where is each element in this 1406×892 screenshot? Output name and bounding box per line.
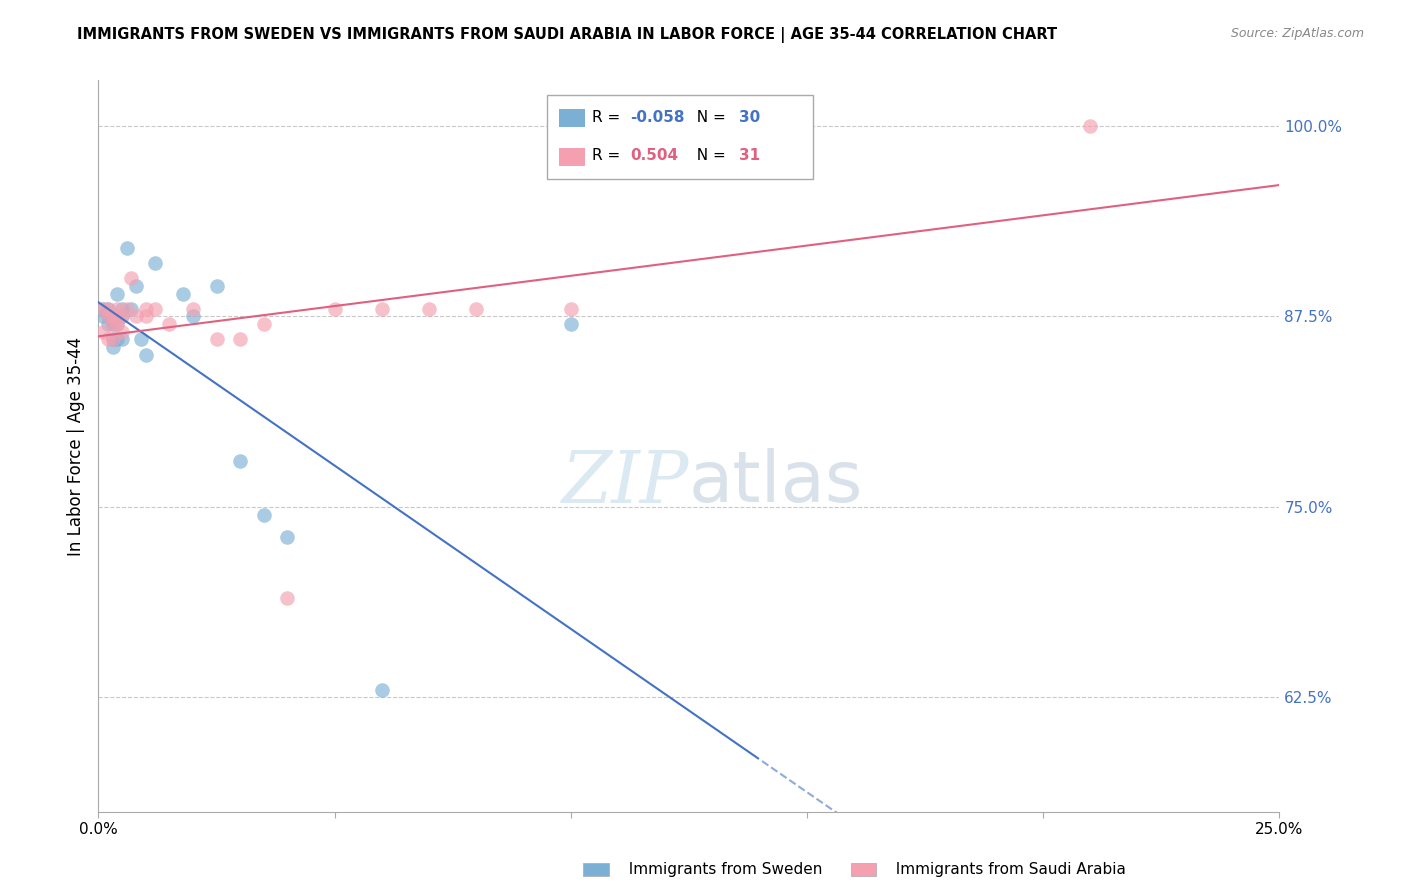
Point [205,279,228,293]
Bar [560,148,585,167]
Point [121,301,143,316]
Point [143,256,166,270]
Point [111,332,134,346]
Point [172,286,194,301]
Point [91,301,114,316]
Point [465,301,488,316]
Point [125,310,148,324]
Point [115,301,138,316]
Text: N =: N = [686,110,730,125]
Text: Immigrants from Saudi Arabia: Immigrants from Saudi Arabia [886,863,1126,877]
Point [111,301,134,316]
Point [101,332,124,346]
Point [371,301,394,316]
Point [125,279,148,293]
Point [97,310,120,324]
Y-axis label: In Labor Force | Age 35-44: In Labor Force | Age 35-44 [66,336,84,556]
Point [101,332,124,346]
Point [91,301,114,316]
Point [101,340,124,354]
Point [1080,119,1102,133]
Point [101,317,124,331]
Point [97,301,120,316]
Point [105,286,128,301]
Point [105,332,128,346]
Point [276,531,298,545]
Point [205,332,228,346]
Point [101,310,124,324]
Text: atlas: atlas [689,448,863,517]
Point [101,310,124,324]
Point [276,591,298,606]
Point [97,310,120,324]
Text: 0.504: 0.504 [630,148,678,163]
Point [253,508,276,522]
Point [135,310,157,324]
Point [105,317,128,331]
Point [560,317,582,331]
Point [371,682,394,697]
Point [105,317,128,331]
Text: 31: 31 [738,148,759,163]
Text: R =: R = [592,148,630,163]
Point [229,332,252,346]
Point [560,301,582,316]
Text: Source: ZipAtlas.com: Source: ZipAtlas.com [1230,27,1364,40]
Text: 30: 30 [738,110,759,125]
Point [229,454,252,468]
Point [91,310,114,324]
Text: N =: N = [686,148,730,163]
Point [91,325,114,339]
Point [135,301,157,316]
Point [725,850,748,864]
Point [418,301,440,316]
Point [101,317,124,331]
Point [105,310,128,324]
Text: R =: R = [592,110,626,125]
Bar [560,109,585,127]
Point [111,325,134,339]
Point [121,271,143,285]
Point [97,317,120,331]
Point [253,317,276,331]
Point [97,301,120,316]
Point [111,310,134,324]
Point [157,317,180,331]
Text: ZIP: ZIP [561,447,689,518]
Point [111,310,134,324]
Point [323,301,346,316]
Point [181,310,204,324]
Text: -0.058: -0.058 [630,110,685,125]
Point [129,332,152,346]
Point [97,332,120,346]
Point [135,348,157,362]
Point [115,241,138,255]
Text: IMMIGRANTS FROM SWEDEN VS IMMIGRANTS FROM SAUDI ARABIA IN LABOR FORCE | AGE 35-4: IMMIGRANTS FROM SWEDEN VS IMMIGRANTS FRO… [77,27,1057,43]
Bar [547,95,813,179]
Point [181,301,204,316]
Text: Immigrants from Sweden: Immigrants from Sweden [619,863,823,877]
Point [143,301,166,316]
Point [105,301,128,316]
